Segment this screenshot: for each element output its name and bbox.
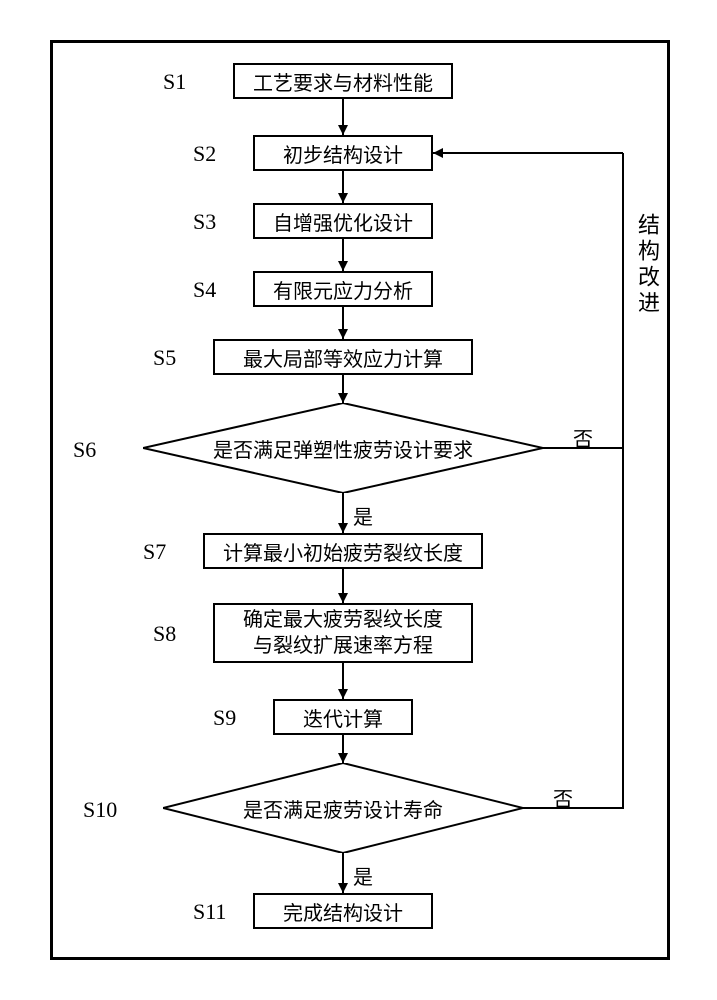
node-s7-text: 计算最小初始疲劳裂纹长度 [223,537,463,566]
node-s8-text: 确定最大疲劳裂纹长度 与裂纹扩展速率方程 [243,607,443,659]
node-s1: 工艺要求与材料性能 [233,63,453,99]
node-s9-text: 迭代计算 [303,703,383,732]
label-s8: S8 [153,621,176,647]
node-s3: 自增强优化设计 [253,203,433,239]
node-s11: 完成结构设计 [253,893,433,929]
label-s1: S1 [163,69,186,95]
node-s3-text: 自增强优化设计 [273,207,413,236]
edge-s6-yes: 是 [353,501,373,530]
node-s11-text: 完成结构设计 [283,897,403,926]
node-s2-text: 初步结构设计 [283,139,403,168]
node-s10: 是否满足疲劳设计寿命 [163,763,523,853]
edge-s10-yes: 是 [353,861,373,890]
node-s2: 初步结构设计 [253,135,433,171]
flowchart-frame: 工艺要求与材料性能 初步结构设计 自增强优化设计 有限元应力分析 最大局部等效应… [50,40,670,960]
node-s4-text: 有限元应力分析 [273,275,413,304]
node-s1-text: 工艺要求与材料性能 [253,67,433,96]
label-s7: S7 [143,539,166,565]
label-s10: S10 [83,797,117,823]
edge-s6-no: 否 [573,423,593,452]
label-s6: S6 [73,437,96,463]
node-s6-text: 是否满足弹塑性疲劳设计要求 [213,434,473,463]
edge-s10-no: 否 [553,783,573,812]
node-s9: 迭代计算 [273,699,413,735]
label-s4: S4 [193,277,216,303]
label-s2: S2 [193,141,216,167]
node-s10-text: 是否满足疲劳设计寿命 [243,794,443,823]
label-s3: S3 [193,209,216,235]
node-s5: 最大局部等效应力计算 [213,339,473,375]
node-s7: 计算最小初始疲劳裂纹长度 [203,533,483,569]
label-s9: S9 [213,705,236,731]
edge-feedback: 结构改进 [631,213,663,317]
node-s4: 有限元应力分析 [253,271,433,307]
label-s11: S11 [193,899,226,925]
node-s8: 确定最大疲劳裂纹长度 与裂纹扩展速率方程 [213,603,473,663]
label-s5: S5 [153,345,176,371]
node-s5-text: 最大局部等效应力计算 [243,343,443,372]
node-s6: 是否满足弹塑性疲劳设计要求 [143,403,543,493]
